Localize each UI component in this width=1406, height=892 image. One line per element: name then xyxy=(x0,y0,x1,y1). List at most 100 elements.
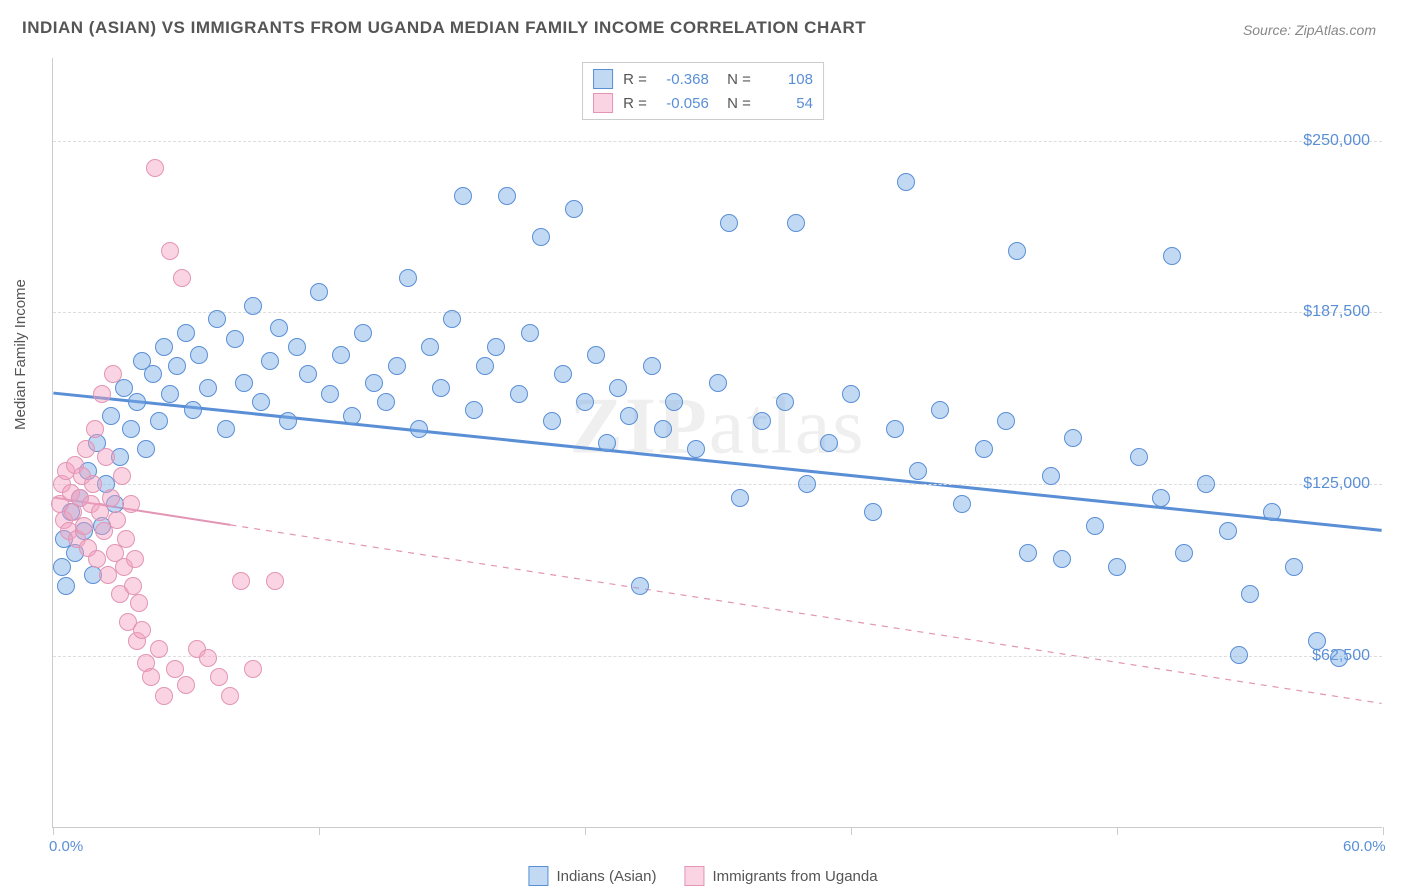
x-tick xyxy=(585,827,586,835)
scatter-point-uganda xyxy=(150,640,168,658)
gridline xyxy=(53,141,1382,142)
scatter-point-uganda xyxy=(244,660,262,678)
scatter-point-indians xyxy=(1064,429,1082,447)
legend-stat-row: R =-0.056 N =54 xyxy=(593,91,813,115)
scatter-point-indians xyxy=(931,401,949,419)
legend-series-label: Indians (Asian) xyxy=(556,868,656,885)
scatter-point-indians xyxy=(1241,585,1259,603)
legend-series-item: Immigrants from Uganda xyxy=(685,866,878,886)
scatter-point-indians xyxy=(753,412,771,430)
scatter-point-indians xyxy=(532,228,550,246)
scatter-point-uganda xyxy=(88,550,106,568)
scatter-point-indians xyxy=(997,412,1015,430)
scatter-point-uganda xyxy=(97,448,115,466)
scatter-point-indians xyxy=(1053,550,1071,568)
scatter-point-indians xyxy=(235,374,253,392)
scatter-point-indians xyxy=(102,407,120,425)
scatter-point-indians xyxy=(842,385,860,403)
scatter-point-uganda xyxy=(199,649,217,667)
scatter-point-uganda xyxy=(146,159,164,177)
scatter-point-indians xyxy=(1230,646,1248,664)
x-tick xyxy=(53,827,54,835)
scatter-point-indians xyxy=(244,297,262,315)
scatter-point-indians xyxy=(1163,247,1181,265)
scatter-point-indians xyxy=(261,352,279,370)
correlation-legend: R =-0.368 N =108R =-0.056 N =54 xyxy=(582,62,824,120)
scatter-point-indians xyxy=(161,385,179,403)
x-tick xyxy=(319,827,320,835)
scatter-point-uganda xyxy=(232,572,250,590)
scatter-point-indians xyxy=(820,434,838,452)
scatter-point-indians xyxy=(1008,242,1026,260)
scatter-point-indians xyxy=(137,440,155,458)
scatter-point-uganda xyxy=(122,495,140,513)
scatter-point-indians xyxy=(155,338,173,356)
scatter-point-indians xyxy=(1308,632,1326,650)
series-legend: Indians (Asian) Immigrants from Uganda xyxy=(528,866,877,886)
scatter-point-indians xyxy=(1263,503,1281,521)
scatter-point-uganda xyxy=(173,269,191,287)
scatter-point-uganda xyxy=(133,621,151,639)
scatter-point-indians xyxy=(798,475,816,493)
scatter-point-uganda xyxy=(75,517,93,535)
scatter-point-uganda xyxy=(84,475,102,493)
scatter-point-indians xyxy=(388,357,406,375)
x-tick xyxy=(1383,827,1384,835)
legend-series-label: Immigrants from Uganda xyxy=(713,868,878,885)
scatter-point-indians xyxy=(521,324,539,342)
scatter-point-indians xyxy=(776,393,794,411)
scatter-point-indians xyxy=(897,173,915,191)
legend-r-value: -0.056 xyxy=(657,95,709,112)
scatter-point-indians xyxy=(731,489,749,507)
scatter-point-indians xyxy=(465,401,483,419)
scatter-point-uganda xyxy=(161,242,179,260)
scatter-point-indians xyxy=(787,214,805,232)
scatter-point-uganda xyxy=(142,668,160,686)
scatter-point-indians xyxy=(57,577,75,595)
scatter-point-indians xyxy=(654,420,672,438)
scatter-point-indians xyxy=(554,365,572,383)
scatter-point-indians xyxy=(598,434,616,452)
gridline xyxy=(53,484,1382,485)
scatter-point-indians xyxy=(410,420,428,438)
scatter-point-uganda xyxy=(266,572,284,590)
scatter-point-indians xyxy=(321,385,339,403)
gridline xyxy=(53,656,1382,657)
chart-title: INDIAN (ASIAN) VS IMMIGRANTS FROM UGANDA… xyxy=(22,18,866,38)
scatter-point-uganda xyxy=(177,676,195,694)
scatter-point-uganda xyxy=(108,511,126,529)
y-axis-label: Median Family Income xyxy=(12,279,29,430)
scatter-point-indians xyxy=(576,393,594,411)
scatter-point-indians xyxy=(886,420,904,438)
scatter-point-indians xyxy=(953,495,971,513)
scatter-point-indians xyxy=(487,338,505,356)
scatter-point-indians xyxy=(1108,558,1126,576)
scatter-point-indians xyxy=(443,310,461,328)
scatter-point-indians xyxy=(432,379,450,397)
scatter-point-uganda xyxy=(102,489,120,507)
legend-swatch xyxy=(593,93,613,113)
scatter-point-indians xyxy=(620,407,638,425)
x-axis-label: 60.0% xyxy=(1343,838,1386,855)
scatter-point-indians xyxy=(226,330,244,348)
trend-lines xyxy=(53,58,1382,827)
y-tick-label: $125,000 xyxy=(1303,475,1370,493)
scatter-point-indians xyxy=(609,379,627,397)
scatter-point-uganda xyxy=(124,577,142,595)
scatter-point-indians xyxy=(709,374,727,392)
scatter-point-indians xyxy=(332,346,350,364)
scatter-point-indians xyxy=(975,440,993,458)
y-tick-label: $250,000 xyxy=(1303,132,1370,150)
legend-n-label: N = xyxy=(719,95,751,112)
x-tick xyxy=(1117,827,1118,835)
scatter-point-indians xyxy=(177,324,195,342)
scatter-point-indians xyxy=(720,214,738,232)
scatter-point-uganda xyxy=(210,668,228,686)
scatter-point-indians xyxy=(288,338,306,356)
scatter-point-indians xyxy=(687,440,705,458)
scatter-point-indians xyxy=(454,187,472,205)
scatter-point-indians xyxy=(1219,522,1237,540)
scatter-point-indians xyxy=(1042,467,1060,485)
legend-n-label: N = xyxy=(719,71,751,88)
scatter-point-indians xyxy=(1130,448,1148,466)
